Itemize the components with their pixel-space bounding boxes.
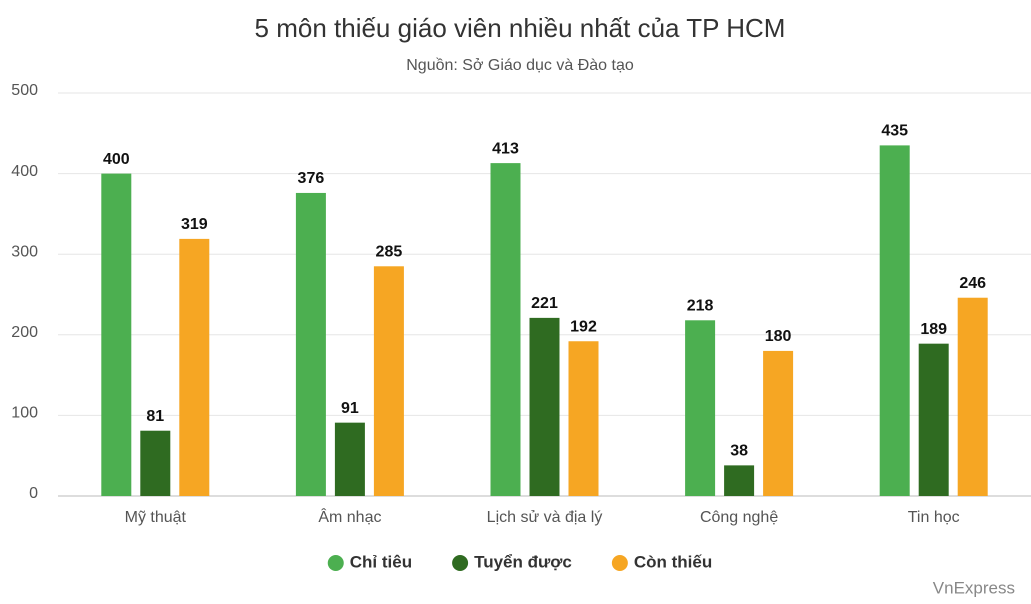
data-label: 192 [570,318,597,335]
data-label: 435 [881,123,908,140]
bar [918,343,949,496]
data-label: 180 [765,328,792,345]
bar [490,163,521,496]
legend-label: Còn thiếu [634,552,712,571]
data-label: 246 [959,275,986,292]
y-tick-label: 100 [11,405,38,422]
x-tick-label: Lịch sử và địa lý [487,509,603,526]
bar [179,238,210,497]
x-tick-label: Mỹ thuật [125,509,187,526]
y-tick-label: 300 [11,243,38,260]
legend-marker [452,555,469,571]
data-label: 400 [103,151,130,168]
legend-marker [611,555,628,571]
x-tick-label: Tin học [908,509,960,526]
bar [763,350,794,496]
data-label: 413 [492,140,519,157]
y-tick-label: 500 [11,82,38,99]
bar [140,430,171,496]
data-label: 319 [181,216,208,233]
bar [879,145,910,496]
legend-label: Tuyển được [474,552,572,571]
x-tick-label: Công nghệ [700,509,778,526]
data-label: 285 [376,244,403,261]
data-label: 218 [687,298,714,315]
chart-title: 5 môn thiếu giáo viên nhiều nhất của TP … [255,13,786,43]
legend-label: Chỉ tiêu [350,552,412,571]
bar [295,192,326,496]
data-label: 38 [730,443,748,460]
chart-subtitle: Nguồn: Sở Giáo dục và Đào tạo [406,57,634,74]
data-label: 81 [146,408,164,425]
bar [373,266,404,496]
data-label: 221 [531,295,558,312]
y-tick-label: 400 [11,163,38,180]
bar [957,297,988,496]
data-label: 91 [341,400,359,417]
bar [568,341,599,496]
x-tick-label: Âm nhạc [318,507,381,526]
y-tick-label: 0 [29,485,38,502]
bar [334,422,365,496]
bar [685,320,716,496]
bar [101,173,132,496]
y-tick-label: 200 [11,324,38,341]
bar [529,317,560,496]
legend-marker [327,555,344,571]
data-label: 189 [920,321,947,338]
watermark: VnExpress [933,578,1015,597]
data-label: 376 [298,170,325,187]
bar [724,465,755,496]
